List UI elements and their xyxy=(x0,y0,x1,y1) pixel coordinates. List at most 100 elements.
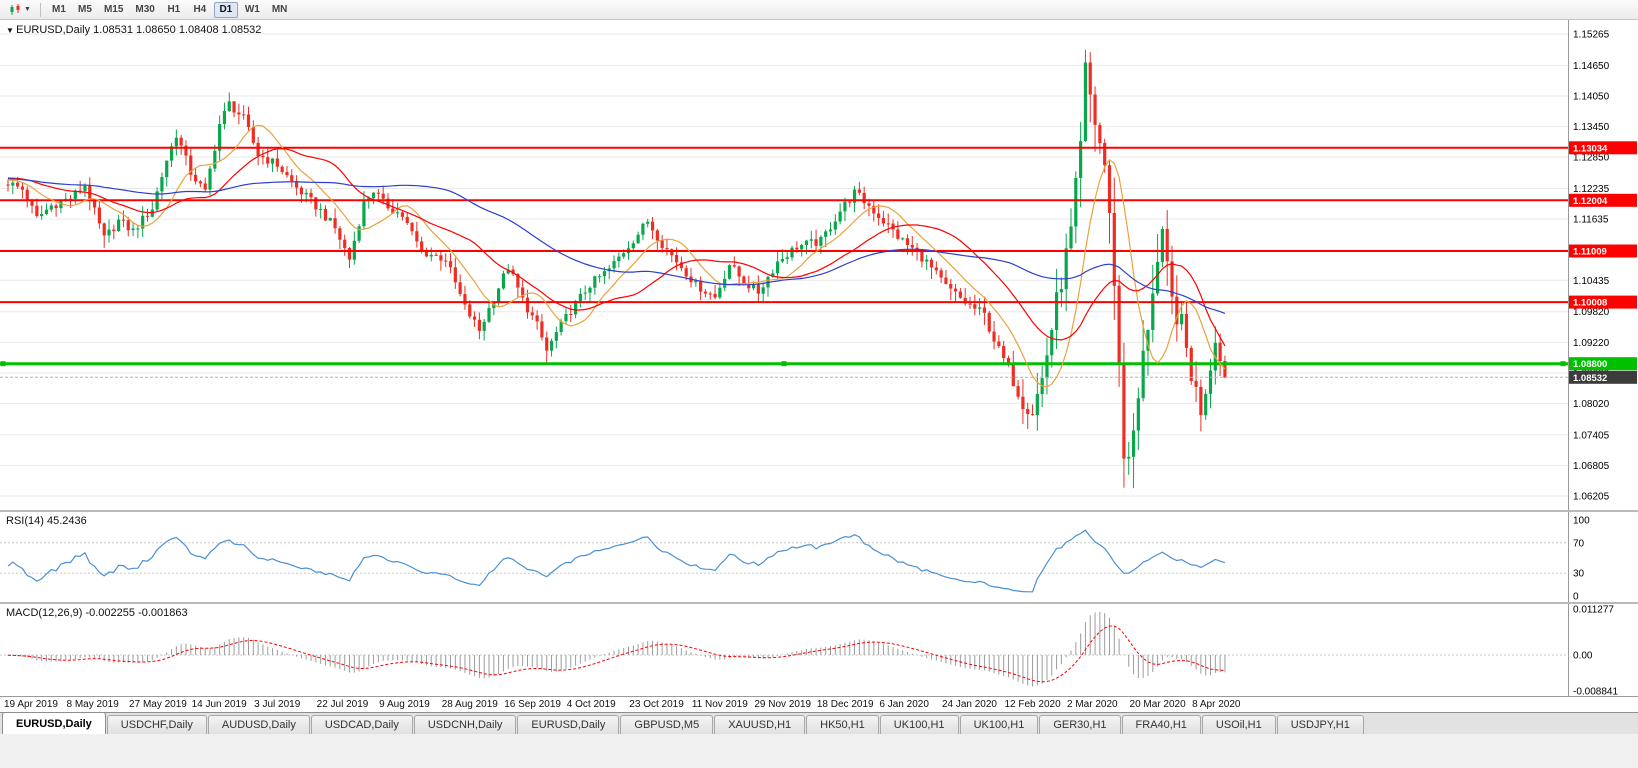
horizontal-lines xyxy=(0,146,1568,367)
chart-tabs-bar: EURUSD,Daily USDCHF,Daily AUDUSD,Daily USDC… xyxy=(0,712,1638,734)
chart-tab-12[interactable]: FRA40,H1 xyxy=(1121,715,1201,734)
date-axis-label: 8 May 2019 xyxy=(66,699,119,710)
svg-text:1.10008: 1.10008 xyxy=(1573,298,1607,309)
chart-tab-13[interactable]: USOil,H1 xyxy=(1201,715,1276,734)
chart-tab-9[interactable]: UK100,H1 xyxy=(879,715,959,734)
window-menu-icon[interactable]: ▼ xyxy=(6,26,17,35)
chart-tab-0[interactable]: EURUSD,Daily xyxy=(2,712,106,734)
ma-line-25 xyxy=(7,147,1226,347)
ohlc-high: 1.08650 xyxy=(136,24,176,36)
chart-window[interactable]: ▼ EURUSD,Daily 1.08531 1.08650 1.08408 1… xyxy=(0,20,1638,712)
timeframe-button-group: M1 M5 M15 M30 H1 H4 D1 W1 MN xyxy=(46,1,293,18)
date-axis-label: 11 Nov 2019 xyxy=(691,699,748,710)
panel-divider[interactable] xyxy=(0,602,1638,604)
svg-text:1.08020: 1.08020 xyxy=(1573,399,1610,410)
chart-tab-2[interactable]: AUDUSD,Daily xyxy=(207,715,310,734)
price-tag-1.13034 xyxy=(1569,141,1637,155)
timeframe-button-m5[interactable]: M5 xyxy=(77,4,92,15)
timeframe-button-h1[interactable]: H1 xyxy=(167,4,181,15)
timeframe-button-m15[interactable]: M15 xyxy=(103,4,124,15)
svg-text:1.11009: 1.11009 xyxy=(1573,247,1607,258)
date-axis-label: 28 Aug 2019 xyxy=(441,699,498,710)
date-axis-label: 19 Apr 2019 xyxy=(4,699,58,710)
dropdown-caret-icon: ▼ xyxy=(24,6,31,13)
svg-text:1.12850: 1.12850 xyxy=(1573,153,1610,164)
timeframe-button-m1[interactable]: M1 xyxy=(51,4,66,15)
chart-tab-14[interactable]: USDJPY,H1 xyxy=(1276,715,1364,734)
chart-tab-7[interactable]: XAUUSD,H1 xyxy=(714,715,806,734)
svg-text:1.06205: 1.06205 xyxy=(1573,492,1610,503)
price-tag-1.10008 xyxy=(1569,295,1637,309)
date-axis-label: 20 Mar 2020 xyxy=(1129,699,1186,710)
panel-divider[interactable] xyxy=(0,510,1638,512)
line-handle[interactable] xyxy=(1560,361,1566,367)
svg-text:1.10435: 1.10435 xyxy=(1573,276,1610,287)
chart-tab-1[interactable]: USDCHF,Daily xyxy=(106,715,207,734)
svg-text:1.12004: 1.12004 xyxy=(1573,196,1608,207)
ma-line-10 xyxy=(7,124,1226,388)
chart-title: ▼ EURUSD,Daily 1.08531 1.08650 1.08408 1… xyxy=(6,24,261,36)
ma-line-60 xyxy=(7,178,1226,314)
svg-text:1.14050: 1.14050 xyxy=(1573,92,1610,103)
chart-tab-4[interactable]: USDCNH,Daily xyxy=(413,715,517,734)
svg-text:1.12235: 1.12235 xyxy=(1573,184,1610,195)
macd-histogram xyxy=(7,611,1226,687)
svg-text:0: 0 xyxy=(1573,592,1579,603)
svg-text:0.011277: 0.011277 xyxy=(1573,605,1614,616)
chart-tab-3[interactable]: USDCAD,Daily xyxy=(310,715,413,734)
rsi-label: RSI(14) 45.2436 xyxy=(6,515,87,527)
date-axis-label: 3 Jul 2019 xyxy=(254,699,301,710)
date-axis-label: 8 Apr 2020 xyxy=(1192,699,1241,710)
svg-text:1.13450: 1.13450 xyxy=(1573,122,1610,133)
ohlc-low: 1.08408 xyxy=(178,24,219,36)
date-axis-label: 4 Oct 2019 xyxy=(566,699,616,710)
date-axis-label: 24 Jan 2020 xyxy=(941,699,997,710)
svg-text:30: 30 xyxy=(1573,569,1585,580)
candlestick-chart-icon xyxy=(10,3,20,15)
timeframe-button-w1[interactable]: W1 xyxy=(244,4,260,15)
date-axis[interactable]: 19 Apr 2019 8 May 2019 27 May 2019 14 Jun 2… xyxy=(0,696,1638,712)
svg-text:1.09220: 1.09220 xyxy=(1573,338,1610,349)
chart-tab-5[interactable]: EURUSD,Daily xyxy=(517,715,620,734)
macd-canvas[interactable]: 0.011277 0.00 -0.008841 xyxy=(0,604,1638,696)
svg-text:1.08532: 1.08532 xyxy=(1573,373,1607,384)
svg-text:-0.008841: -0.008841 xyxy=(1573,687,1618,697)
status-bar xyxy=(0,734,1638,768)
chart-tab-10[interactable]: UK100,H1 xyxy=(959,715,1039,734)
timeframe-button-mn[interactable]: MN xyxy=(271,4,288,15)
svg-text:1.07405: 1.07405 xyxy=(1573,430,1610,441)
date-axis-label: 14 Jun 2019 xyxy=(191,699,247,710)
price-tag-1.12004 xyxy=(1569,193,1637,207)
svg-text:1.08800: 1.08800 xyxy=(1573,359,1607,370)
date-axis-label: 9 Aug 2019 xyxy=(379,699,430,710)
timeframe-button-h4[interactable]: H4 xyxy=(193,4,207,15)
macd-signal-line xyxy=(7,625,1225,683)
date-axis-label: 6 Jan 2020 xyxy=(879,699,929,710)
chart-tab-8[interactable]: HK50,H1 xyxy=(806,715,879,734)
date-axis-label: 22 Jul 2019 xyxy=(316,699,369,710)
chart-type-button[interactable]: ▼ xyxy=(4,2,35,18)
date-axis-label: 18 Dec 2019 xyxy=(816,699,874,710)
line-handle[interactable] xyxy=(781,361,787,367)
candles xyxy=(6,49,1227,489)
ohlc-close: 1.08532 xyxy=(221,24,262,36)
main-chart-canvas[interactable]: 1.15265 1.14650 1.14050 1.13450 1.12850 1.122… xyxy=(0,20,1638,510)
date-axis-label: 12 Feb 2020 xyxy=(1004,699,1061,710)
timeframe-button-m30[interactable]: M30 xyxy=(135,4,155,15)
chart-tab-11[interactable]: GER30,H1 xyxy=(1039,715,1121,734)
svg-text:100: 100 xyxy=(1573,516,1590,527)
rsi-canvas[interactable]: 100 70 30 0 xyxy=(0,512,1638,602)
timeframe-button-d1[interactable]: D1 xyxy=(213,1,238,18)
svg-text:70: 70 xyxy=(1573,538,1585,549)
grid-lines xyxy=(0,33,1568,497)
bid-price-tag xyxy=(1569,370,1637,384)
line-handle[interactable] xyxy=(0,361,6,367)
date-axis-label: 27 May 2019 xyxy=(129,699,187,710)
chart-tab-6[interactable]: GBPUSD,M5 xyxy=(620,715,714,734)
svg-text:1.06805: 1.06805 xyxy=(1573,461,1610,472)
moving-averages xyxy=(7,124,1226,388)
macd-label: MACD(12,26,9) -0.002255 -0.001863 xyxy=(6,607,188,619)
toolbar: ▼ M1 M5 M15 M30 H1 H4 D1 W1 MN xyxy=(0,0,1638,20)
date-axis-label: 29 Nov 2019 xyxy=(754,699,812,710)
price-tag-1.11009 xyxy=(1569,244,1637,258)
